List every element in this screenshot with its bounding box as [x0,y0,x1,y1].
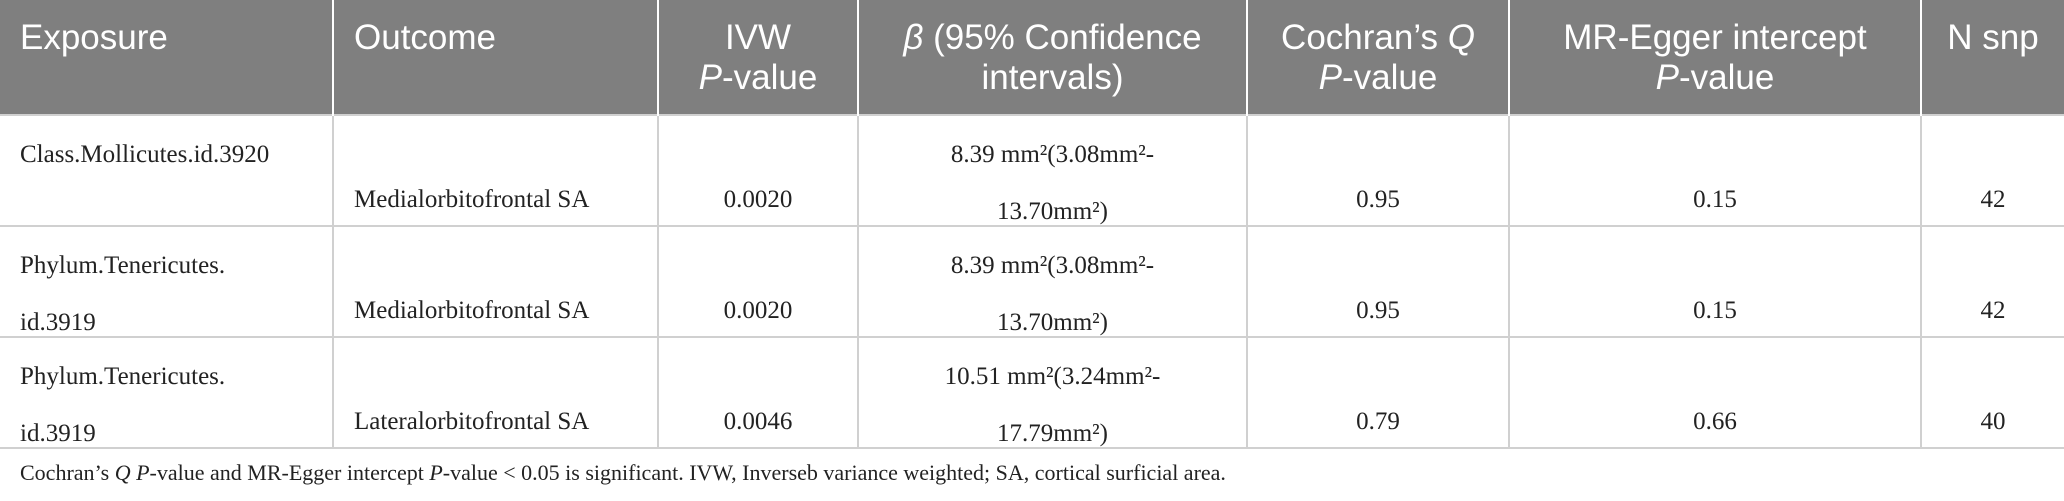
header-ivw-p-italic: P [698,58,723,97]
beta-ci-text: 10.51 mm²(3.24mm²- 17.79mm²) [859,348,1246,462]
footnote-part-3: -value < 0.05 is significant. IVW, Inver… [442,460,1226,485]
cell-ivw-p: 0.0020 [657,226,858,338]
cell-nsnp: 42 [1920,226,2064,338]
header-exposure-label: Exposure [20,18,168,57]
beta-ci-line-2: 17.79mm²) [997,420,1108,447]
cell-outcome: Lateralorbitofrontal SA [332,337,658,449]
header-exposure: Exposure [0,0,333,115]
header-beta-ci: β (95% Confidence intervals) [857,0,1247,115]
outcome-text: Lateralorbitofrontal SA [354,408,590,435]
table-row: Phylum.Tenericutes. id.3919 Medialorbito… [0,226,2064,338]
egger-p-text: 0.15 [1693,297,1737,324]
cell-exposure: Phylum.Tenericutes. id.3919 [0,337,333,449]
table-header: Exposure Outcome IVW P-value β (95% Conf… [0,0,2064,115]
cell-egger-p: 0.15 [1508,114,1921,227]
cell-cochran-p: 0.95 [1246,114,1509,227]
egger-p-text: 0.15 [1693,186,1737,213]
cell-ivw-p: 0.0046 [657,337,858,449]
beta-ci-text: 8.39 mm²(3.08mm²- 13.70mm²) [859,237,1246,351]
table-row: Phylum.Tenericutes. id.3919 Lateralorbit… [0,337,2064,449]
header-nsnp: N snp [1920,0,2064,115]
header-beta-label-2: intervals) [981,58,1124,97]
header-egger-label: MR-Egger intercept [1563,18,1867,57]
cell-egger-p: 0.66 [1508,337,1921,449]
cochran-p-text: 0.79 [1356,408,1400,435]
header-outcome: Outcome [332,0,658,115]
header-cochran-p-italic: P [1318,58,1343,97]
cell-outcome: Medialorbitofrontal SA [332,226,658,338]
header-outcome-label: Outcome [354,18,496,57]
nsnp-text: 42 [1980,297,2006,324]
header-cochran-q: Cochran’s Q P-value [1246,0,1509,115]
cell-egger-p: 0.15 [1508,226,1921,338]
header-row: Exposure Outcome IVW P-value β (95% Conf… [0,0,2064,115]
header-cochran-label: Cochran’s [1281,18,1448,57]
cell-cochran-p: 0.79 [1246,337,1509,449]
header-beta-label: (95% Confidence [923,18,1202,57]
egger-p-text: 0.66 [1693,408,1737,435]
exposure-text: Phylum.Tenericutes. id.3919 [20,363,226,447]
outcome-text: Medialorbitofrontal SA [354,297,590,324]
outcome-text: Medialorbitofrontal SA [354,186,590,213]
table-body: Class.Mollicutes.id.3920 Medialorbitofro… [0,114,2064,449]
cell-outcome: Medialorbitofrontal SA [332,114,658,227]
footnote-p-italic-1: P [136,460,150,485]
cell-exposure: Phylum.Tenericutes. id.3919 [0,226,333,338]
cell-nsnp: 42 [1920,114,2064,227]
footnote-part-2: -value and MR-Egger intercept [149,460,430,485]
header-beta-symbol: β [903,18,924,57]
beta-ci-text: 8.39 mm²(3.08mm²- 13.70mm²) [859,126,1246,240]
beta-ci-line-1: 8.39 mm²(3.08mm²- [950,252,1155,279]
ivw-p-text: 0.0020 [723,297,793,324]
header-ivw-p: IVW P-value [657,0,858,115]
results-table: Exposure Outcome IVW P-value β (95% Conf… [0,0,2064,449]
footnote-q-italic: Q [114,460,131,485]
header-egger-value-label: -value [1679,58,1775,97]
cell-beta-ci: 8.39 mm²(3.08mm²- 13.70mm²) [857,114,1247,227]
cochran-p-text: 0.95 [1356,186,1400,213]
header-ivw-value-label: -value [722,58,818,97]
cell-beta-ci: 10.51 mm²(3.24mm²- 17.79mm²) [857,337,1247,449]
nsnp-text: 42 [1980,186,2006,213]
nsnp-text: 40 [1980,408,2006,435]
ivw-p-text: 0.0046 [723,408,793,435]
table-row: Class.Mollicutes.id.3920 Medialorbitofro… [0,114,2064,227]
cell-ivw-p: 0.0020 [657,114,858,227]
cell-beta-ci: 8.39 mm²(3.08mm²- 13.70mm²) [857,226,1247,338]
beta-ci-line-2: 13.70mm²) [997,198,1108,225]
header-egger: MR-Egger intercept P-value [1508,0,1921,115]
header-egger-p-italic: P [1655,58,1680,97]
beta-ci-line-1: 10.51 mm²(3.24mm²- [944,363,1161,390]
cell-exposure: Class.Mollicutes.id.3920 [0,114,333,227]
exposure-text: Phylum.Tenericutes. id.3919 [20,252,226,336]
header-cochran-q-italic: Q [1447,18,1475,57]
ivw-p-text: 0.0020 [723,186,793,213]
cochran-p-text: 0.95 [1356,297,1400,324]
results-table-container: Exposure Outcome IVW P-value β (95% Conf… [0,0,2064,449]
cell-cochran-p: 0.95 [1246,226,1509,338]
table-footnote: Cochran’s Q P-value and MR-Egger interce… [20,460,1226,486]
beta-ci-line-2: 13.70mm²) [997,309,1108,336]
footnote-part-1: Cochran’s [20,460,115,485]
cell-nsnp: 40 [1920,337,2064,449]
exposure-text: Class.Mollicutes.id.3920 [20,141,270,168]
header-cochran-value-label: -value [1342,58,1438,97]
beta-ci-line-1: 8.39 mm²(3.08mm²- [950,141,1155,168]
header-nsnp-label: N snp [1947,18,2039,57]
header-ivw-label: IVW [724,18,792,57]
footnote-p-italic-2: P [429,460,443,485]
